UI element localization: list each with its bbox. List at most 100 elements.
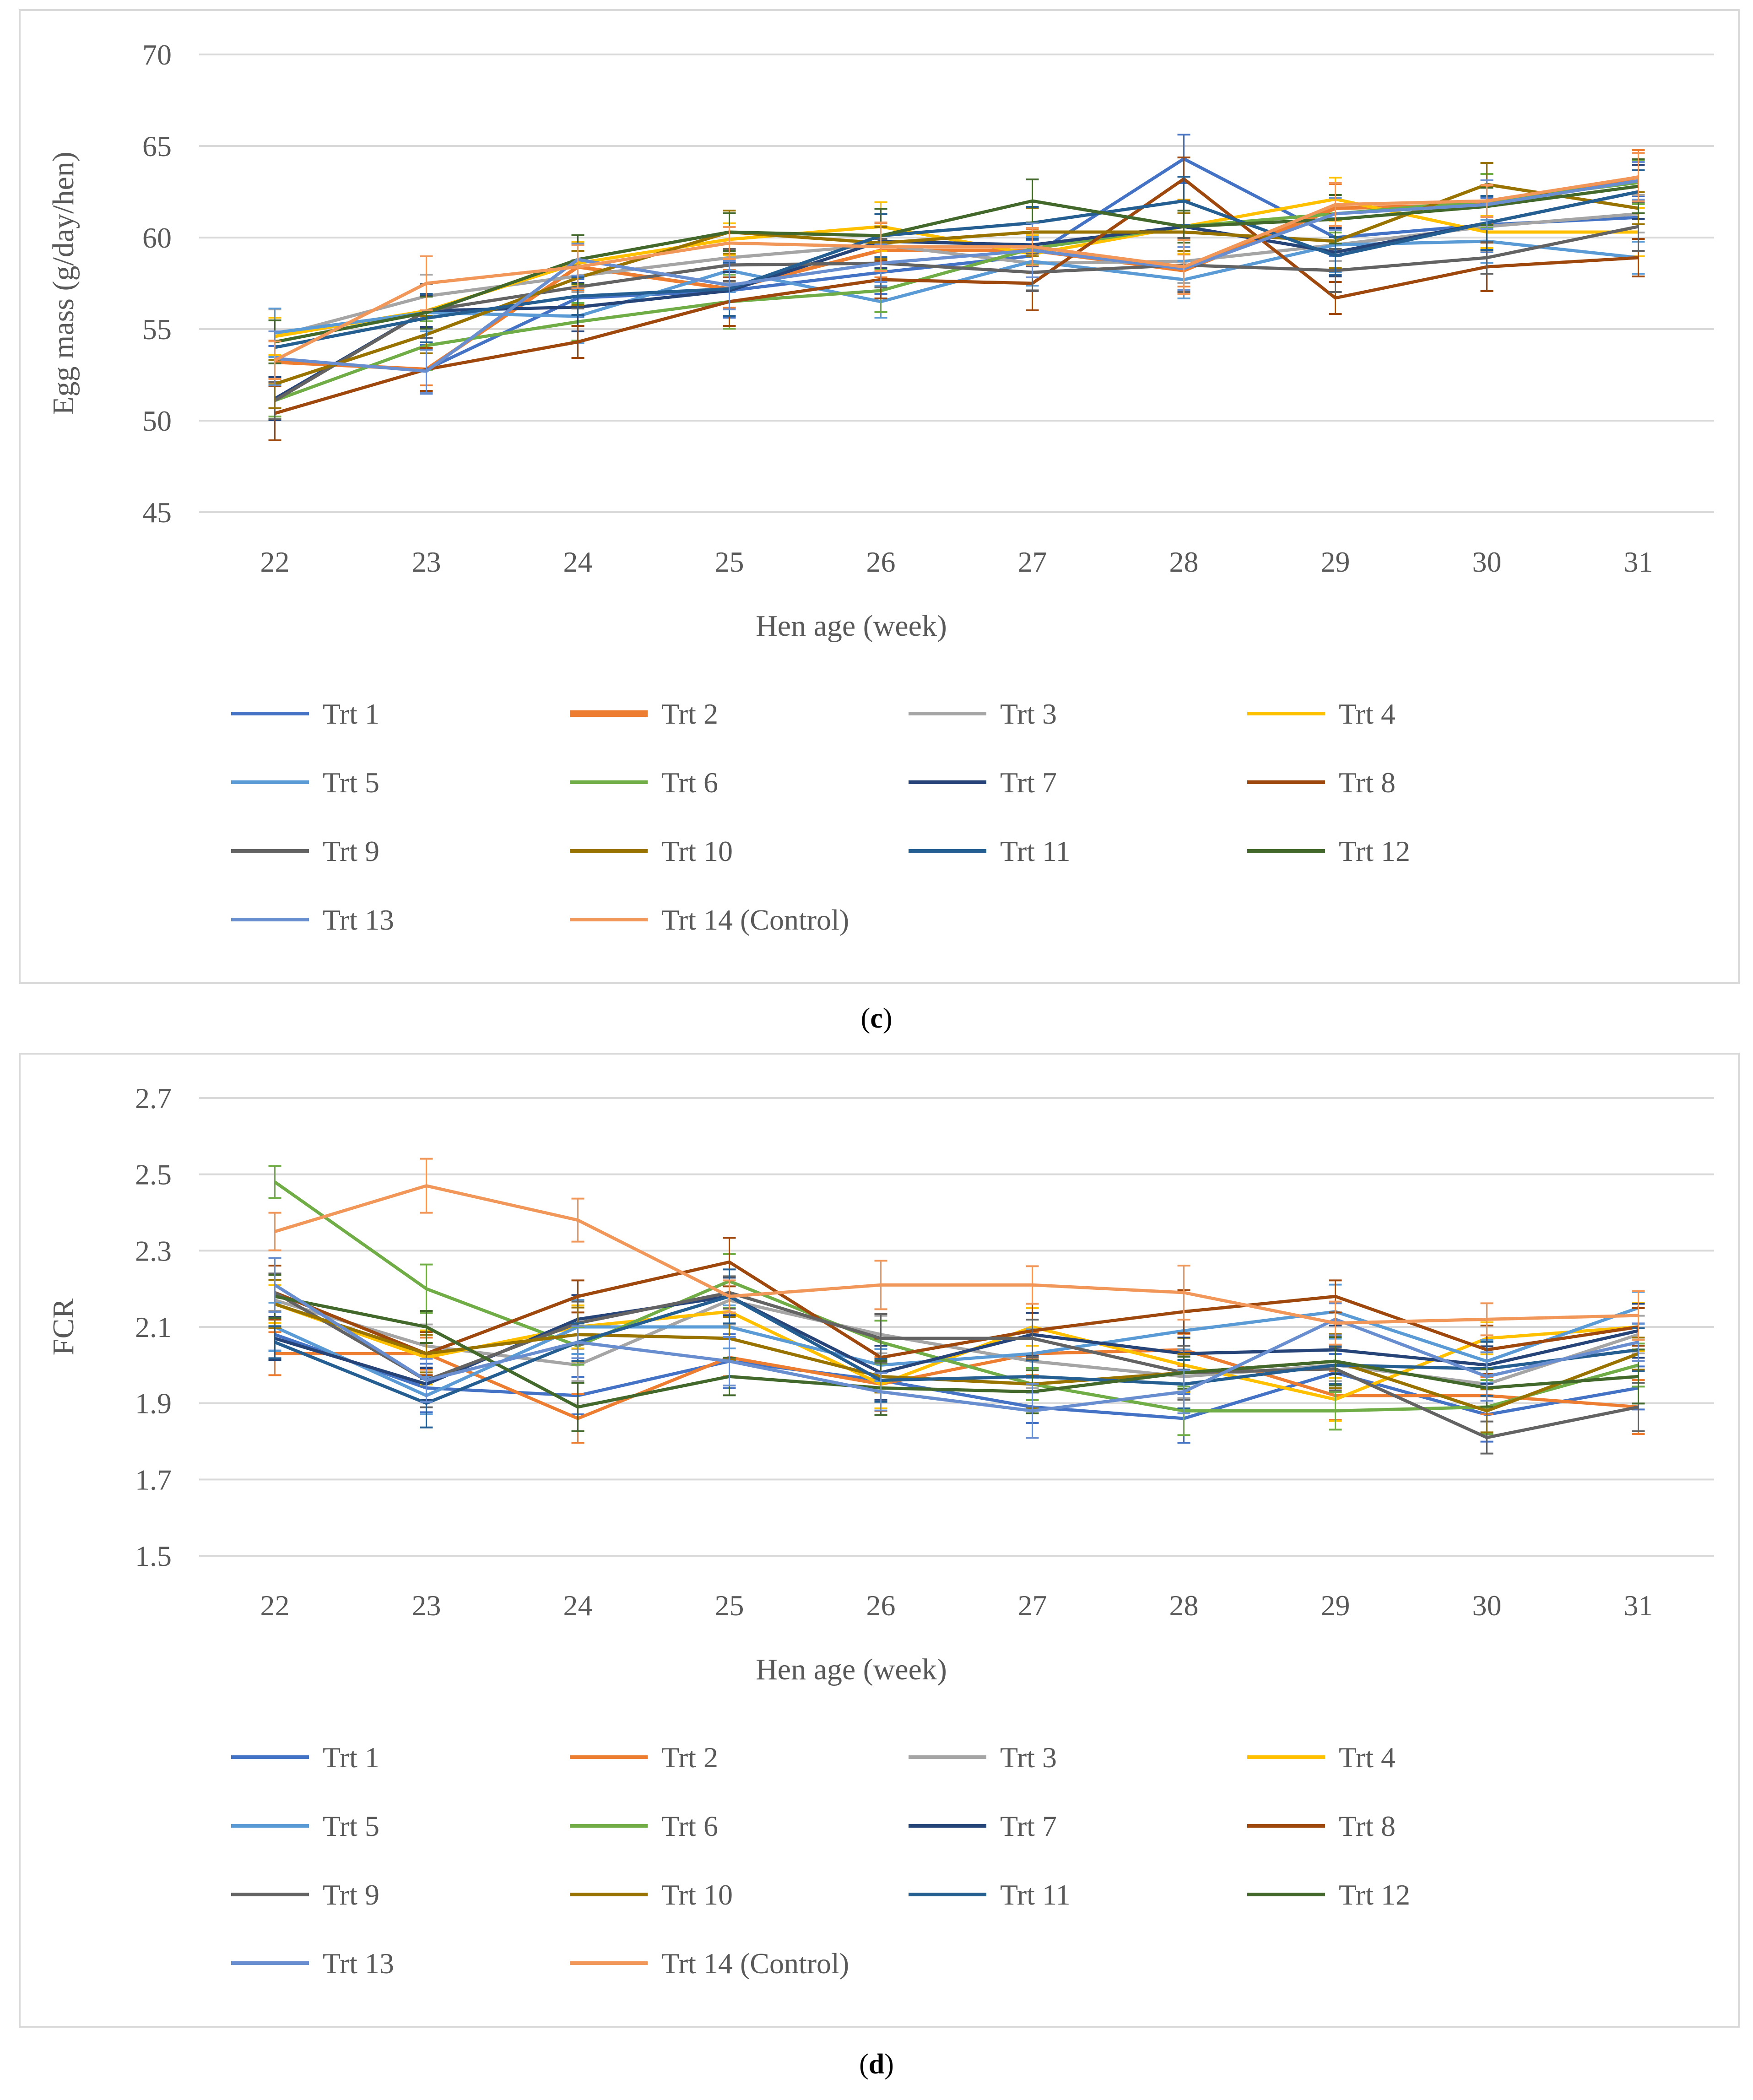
legend-label: Trt 2 [661, 698, 718, 730]
series-line [274, 225, 1639, 402]
x-tick-label: 29 [1321, 546, 1350, 578]
x-axis-title: Hen age (week) [756, 1653, 947, 1686]
legend-label: Trt 5 [323, 766, 379, 799]
x-tick-label: 31 [1624, 1589, 1653, 1622]
y-tick-label: 70 [142, 38, 172, 71]
series-line [274, 1180, 1639, 1413]
x-tick-label: 24 [563, 546, 593, 578]
y-tick-label: 1.5 [135, 1540, 172, 1572]
legend-label: Trt 14 (Control) [661, 1947, 849, 1980]
series-line [274, 190, 1639, 349]
legend-label: Trt 8 [1339, 766, 1396, 799]
y-tick-label: 2.1 [135, 1311, 172, 1343]
series-line [274, 1283, 1639, 1413]
x-tick-label: 23 [412, 546, 441, 578]
series-line [275, 179, 1639, 373]
x-tick-label: 26 [866, 546, 896, 578]
series-line [274, 1333, 1639, 1420]
legend-item-trt-3: Trt 3 [909, 698, 1057, 730]
y-axis-title: FCR [47, 1299, 80, 1356]
legend-label: Trt 3 [1000, 1741, 1057, 1774]
series-line [274, 1302, 1639, 1401]
legend-item-trt-1: Trt 1 [231, 698, 379, 730]
legend-item-trt-8: Trt 8 [1247, 766, 1396, 799]
legend-item-trt-1: Trt 1 [231, 1741, 379, 1774]
legend-label: Trt 10 [661, 1878, 733, 1911]
x-tick-label: 28 [1169, 546, 1199, 578]
legend-label: Trt 12 [1339, 835, 1410, 867]
legend-item-trt-4: Trt 4 [1247, 698, 1396, 730]
legend-item-trt-5: Trt 5 [231, 1810, 379, 1842]
x-axis-title: Hen age (week) [756, 609, 947, 643]
legend-label: Trt 1 [323, 698, 379, 730]
series-trt-14-control [268, 152, 1645, 380]
series-line [274, 1260, 1639, 1359]
x-tick-label: 23 [412, 1589, 441, 1622]
legend-label: Trt 11 [1000, 1878, 1071, 1911]
legend-item-trt-12: Trt 12 [1247, 1878, 1410, 1911]
series-line [274, 1291, 1639, 1440]
x-tick-label: 27 [1018, 546, 1047, 578]
caption-d-letter: d [868, 2049, 885, 2080]
legend-item-trt-14-control: Trt 14 (Control) [570, 1947, 849, 1980]
x-tick-label: 28 [1169, 1589, 1199, 1622]
legend-item-trt-6: Trt 6 [570, 766, 718, 799]
legend-item-trt-11: Trt 11 [909, 835, 1071, 867]
series-trt-14-control [268, 1158, 1645, 1346]
legend-item-trt-8: Trt 8 [1247, 1810, 1396, 1842]
legend-label: Trt 12 [1339, 1878, 1410, 1911]
legend-item-trt-3: Trt 3 [909, 1741, 1057, 1774]
x-tick-label: 29 [1321, 1589, 1350, 1622]
legend-label: Trt 9 [323, 835, 379, 867]
legend-label: Trt 5 [323, 1810, 379, 1842]
legend-label: Trt 10 [661, 835, 733, 867]
y-tick-label: 60 [142, 222, 172, 254]
series-line [274, 184, 1639, 344]
legend-label: Trt 9 [323, 1878, 379, 1911]
x-tick-label: 27 [1018, 1589, 1047, 1622]
chart-svg-d: 1.5 1.7 1.9 2.1 2.3 2.5 2.7 22 23 24 25 26 27 28 29 30 3… [47, 1082, 1714, 1980]
caption-c: (c) [860, 1003, 893, 1034]
y-tick-label: 2.5 [135, 1158, 172, 1191]
y-tick-label: 2.7 [135, 1082, 172, 1115]
y-tick-label: 1.9 [135, 1387, 172, 1420]
legend-label: Trt 2 [661, 1741, 718, 1774]
legend-item-trt-12: Trt 12 [1247, 835, 1410, 867]
series-trt-3 [268, 1272, 1645, 1409]
legend-label: Trt 8 [1339, 1810, 1396, 1842]
legend-item-trt-5: Trt 5 [231, 766, 379, 799]
y-tick-label: 2.3 [135, 1234, 172, 1267]
series-line [274, 190, 1639, 401]
legend-label: Trt 13 [323, 904, 394, 936]
legend-item-trt-14-control: Trt 14 (Control) [570, 904, 849, 936]
legend-item-trt-10: Trt 10 [570, 1878, 733, 1911]
legend-label: Trt 7 [1000, 1810, 1057, 1842]
x-tick-label: 24 [563, 1589, 593, 1622]
x-tick-label: 30 [1472, 546, 1502, 578]
legend-item-trt-2: Trt 2 [570, 1741, 718, 1774]
series-line [274, 1302, 1639, 1413]
fcr-chart-panel: 1.5 1.7 1.9 2.1 2.3 2.5 2.7 22 23 24 25 26 27 28 29 30 3… [19, 1053, 1740, 2028]
series-trt-1 [268, 134, 1645, 395]
legend-label: Trt 11 [1000, 835, 1071, 867]
legend-item-trt-2: Trt 2 [570, 698, 718, 730]
legend-label: Trt 13 [323, 1947, 394, 1980]
legend-label: Trt 6 [661, 1810, 718, 1842]
x-tick-label: 22 [260, 1589, 290, 1622]
series-line [274, 175, 1639, 362]
y-axis-title: Egg mass (g/day/hen) [47, 152, 80, 415]
legend-label: Trt 3 [1000, 698, 1057, 730]
series-line [275, 1348, 1639, 1420]
legend-item-trt-11: Trt 11 [909, 1878, 1071, 1911]
series-trt-8 [268, 157, 1645, 441]
series-line [274, 1184, 1639, 1325]
legend-item-trt-7: Trt 7 [909, 766, 1057, 799]
x-tick-label: 26 [866, 1589, 896, 1622]
y-tick-label: 65 [142, 130, 172, 162]
series-line [274, 1294, 1639, 1409]
chart-svg-c: 45 50 55 60 65 70 22 23 24 25 26 27 28 29 30 31 Egg mass… [47, 38, 1714, 936]
caption-c-letter: c [870, 1003, 883, 1034]
legend-label: Trt 6 [661, 766, 718, 799]
y-tick-label: 1.7 [135, 1463, 172, 1496]
legend-item-trt-9: Trt 9 [231, 1878, 379, 1911]
